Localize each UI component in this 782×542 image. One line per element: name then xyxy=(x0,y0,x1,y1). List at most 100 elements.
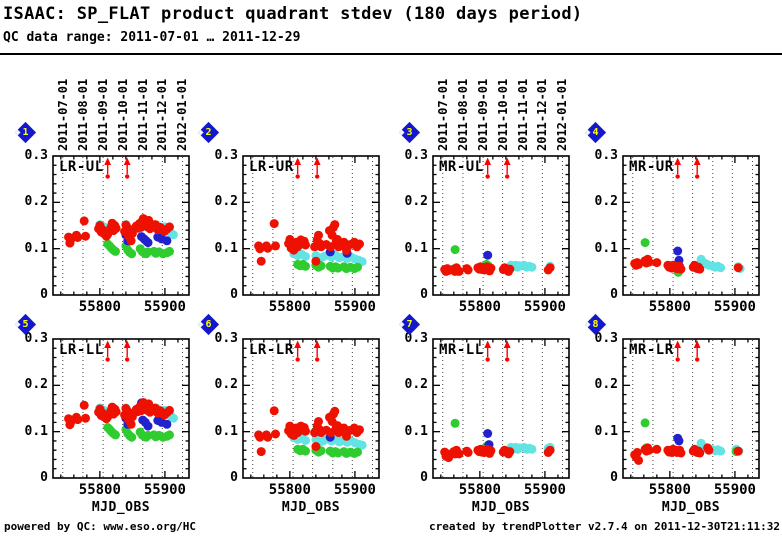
panel-LR-UR-plot-area[interactable] xyxy=(243,156,379,295)
arrow-head xyxy=(484,157,492,165)
event-arrow xyxy=(503,340,511,362)
y-tick-label: 0.2 xyxy=(594,194,618,210)
plot-index-number: 4 xyxy=(591,126,599,138)
panel-MR-UR-plot-area[interactable] xyxy=(623,156,759,295)
plot-index-badge-6[interactable]: 6 xyxy=(197,313,219,335)
data-point-cyan xyxy=(527,444,537,454)
data-point-red xyxy=(695,448,705,458)
panel-label-LR-LL: LR-LL xyxy=(59,342,104,358)
y-tick-label: 0.2 xyxy=(404,377,428,393)
data-point-red xyxy=(111,407,121,417)
arrow-base-dot xyxy=(295,174,300,179)
data-point-red xyxy=(256,256,266,266)
arrow-base-dot xyxy=(105,174,110,179)
panel-frame xyxy=(432,155,570,296)
data-point-green xyxy=(111,246,120,256)
axis-ticks xyxy=(53,339,189,478)
x-axis-title: MJD_OBS xyxy=(471,500,531,515)
y-tick-label: 0.1 xyxy=(594,423,618,439)
event-arrow xyxy=(313,157,321,179)
data-point-cyan xyxy=(716,263,726,273)
plot-index-number: 6 xyxy=(204,318,212,330)
arrow-head xyxy=(313,340,321,348)
arrow-base-dot xyxy=(504,174,510,179)
event-arrow xyxy=(294,340,302,362)
data-points xyxy=(440,245,555,276)
date-label: 2012-01-01 xyxy=(175,78,190,151)
data-point-red xyxy=(644,445,654,455)
data-point-blue xyxy=(162,236,172,246)
data-points xyxy=(254,406,367,458)
panel-label-MR-LR: MR-LR xyxy=(629,342,674,358)
panel-MR-LR xyxy=(622,338,760,479)
data-point-red xyxy=(301,240,310,250)
plot-index-badge-4[interactable]: 4 xyxy=(584,121,606,143)
data-point-blue xyxy=(143,421,153,431)
y-tick-label: 0 xyxy=(420,287,428,302)
panel-MR-UL-plot-area[interactable] xyxy=(433,156,569,295)
arrow-head xyxy=(123,157,131,165)
plot-index-badge-3[interactable]: 3 xyxy=(398,121,420,143)
event-arrow xyxy=(294,157,302,179)
data-point-blue xyxy=(483,429,493,438)
data-point-cyan xyxy=(168,413,178,423)
data-point-green xyxy=(127,249,137,259)
data-point-red xyxy=(733,446,743,456)
y-tick-label: 0.1 xyxy=(24,240,48,256)
data-point-red xyxy=(256,447,266,457)
panel-MR-LR-plot-area[interactable] xyxy=(623,339,759,478)
x-tick-label: 55900 xyxy=(523,299,566,315)
y-tick-label: 0.2 xyxy=(404,194,428,210)
y-tick-label: 0.1 xyxy=(214,240,238,256)
data-point-red xyxy=(73,415,83,425)
data-point-green xyxy=(301,261,310,271)
y-tick-label: 0 xyxy=(610,470,618,485)
data-point-red xyxy=(355,239,364,249)
arrow-base-dot xyxy=(675,174,680,179)
data-point-red xyxy=(271,429,280,439)
y-tick-label: 0.1 xyxy=(214,423,238,439)
panel-MR-LL-plot-area[interactable] xyxy=(433,339,569,478)
plot-index-badge-1[interactable]: 1 xyxy=(14,121,36,143)
data-point-red xyxy=(111,223,121,233)
panel-LR-LL-plot-area[interactable] xyxy=(53,339,189,478)
plot-index-badge-8[interactable]: 8 xyxy=(584,313,606,335)
arrow-base-dot xyxy=(124,357,130,362)
data-point-green xyxy=(165,430,174,440)
x-tick-label: 55900 xyxy=(713,299,756,315)
data-point-red xyxy=(634,455,644,465)
arrow-head xyxy=(693,157,701,165)
date-label: 2011-08-01 xyxy=(455,78,470,151)
panel-label-MR-LL: MR-LL xyxy=(439,342,484,358)
data-point-green xyxy=(353,447,362,457)
data-point-green xyxy=(165,246,174,256)
panel-LR-UL-plot-area[interactable] xyxy=(53,156,189,295)
data-point-red xyxy=(311,256,321,266)
arrow-base-dot xyxy=(124,174,130,179)
data-point-red xyxy=(486,446,496,456)
data-point-red xyxy=(486,263,496,273)
data-point-green xyxy=(640,418,650,428)
data-point-red xyxy=(330,220,340,230)
y-tick-label: 0 xyxy=(40,470,48,485)
y-tick-label: 0.2 xyxy=(214,377,238,393)
data-point-red xyxy=(73,233,83,242)
event-arrow xyxy=(674,340,682,362)
plot-index-badge-7[interactable]: 7 xyxy=(398,313,420,335)
event-arrow xyxy=(693,157,701,179)
panel-frame xyxy=(622,155,760,296)
data-points xyxy=(254,219,367,274)
panel-LR-LR-plot-area[interactable] xyxy=(243,339,379,478)
plot-index-badge-5[interactable]: 5 xyxy=(14,313,36,335)
plot-index-number: 1 xyxy=(21,126,29,138)
panel-frame xyxy=(52,338,190,479)
data-point-green xyxy=(353,262,362,272)
plot-index-badge-2[interactable]: 2 xyxy=(197,121,219,143)
data-point-red xyxy=(505,264,515,274)
data-point-cyan xyxy=(716,446,726,456)
date-label: 2011-09-01 xyxy=(476,78,491,151)
month-gridlines xyxy=(442,340,563,477)
y-tick-label: 0.1 xyxy=(404,240,428,256)
